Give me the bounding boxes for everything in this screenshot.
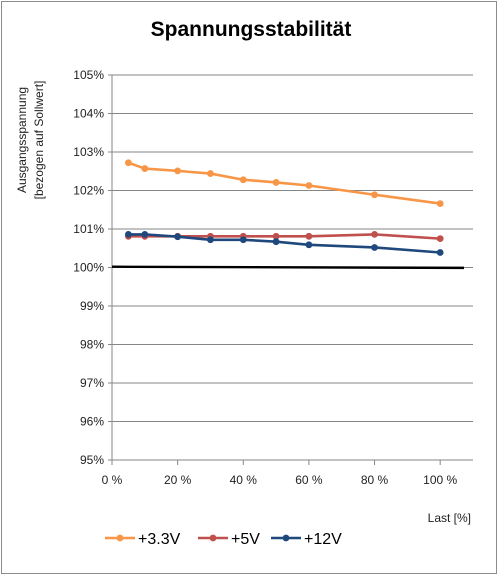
legend-label: +5V [231,531,260,548]
legend-label: +12V [304,531,342,548]
y-tick-label: 97% [80,376,104,390]
data-point-series-2 [305,232,313,240]
y-axis-label-line2: [bezogen auf Sollwert] [32,81,46,200]
axis-layer: 95% 96% 97% 98% 99% 100% 101% 102% 103% 104% 105% 0… [73,68,473,487]
y-tick-label: 103% [73,145,104,159]
legend-label: +3.3V [138,531,181,548]
data-point-series-1 [305,182,313,189]
x-axis-label: Last [%] [428,511,471,525]
legend-swatch-marker [282,534,290,542]
y-tick-label: 95% [80,453,104,467]
y-tick-label: 100% [73,261,104,275]
legend-swatch-marker [116,534,124,542]
x-tick-label: 80 % [361,473,389,487]
data-point-series-3 [436,249,444,256]
y-tick-label: 102% [73,184,104,198]
y-tick-label: 98% [80,338,104,352]
legend: +3.3V +5V +12V [105,531,342,548]
legend-swatch-marker [209,534,217,542]
data-point-series-3 [207,236,214,244]
data-point-series-1 [239,176,247,184]
data-point-series-1 [272,179,280,186]
data-point-series-2 [436,235,444,243]
data-point-series-3 [125,230,132,238]
y-axis-label-line1: Ausgangsspannung [15,87,29,193]
data-point-series-3 [239,236,247,244]
data-point-series-3 [305,241,313,249]
y-tick-label: 104% [73,107,104,121]
y-tick-label: 99% [80,299,104,313]
x-tick-label: 40 % [230,473,258,487]
data-point-series-1 [125,159,132,167]
data-point-series-3 [371,244,378,251]
x-tick-label: 0 % [102,473,123,487]
data-point-series-1 [174,167,182,175]
y-tick-label: 101% [73,222,104,236]
data-point-series-1 [436,200,444,207]
x-tick-label: 20 % [164,473,192,487]
data-point-series-1 [207,170,214,177]
chart-title: Spannungsstabilität [151,18,352,41]
y-tick-label: 105% [73,68,104,82]
series-layer [111,159,465,270]
y-tick-label: 96% [80,415,104,429]
data-point-series-2 [272,232,280,240]
data-point-series-3 [272,238,280,246]
x-tick-label: 100 % [423,473,457,487]
data-point-series-2 [371,230,378,238]
data-point-series-1 [371,191,378,199]
data-point-series-3 [174,233,182,241]
data-point-series-1 [141,165,149,172]
reference-line-100-percent [111,265,465,270]
data-point-series-3 [141,230,149,238]
x-tick-label: 60 % [295,473,323,487]
